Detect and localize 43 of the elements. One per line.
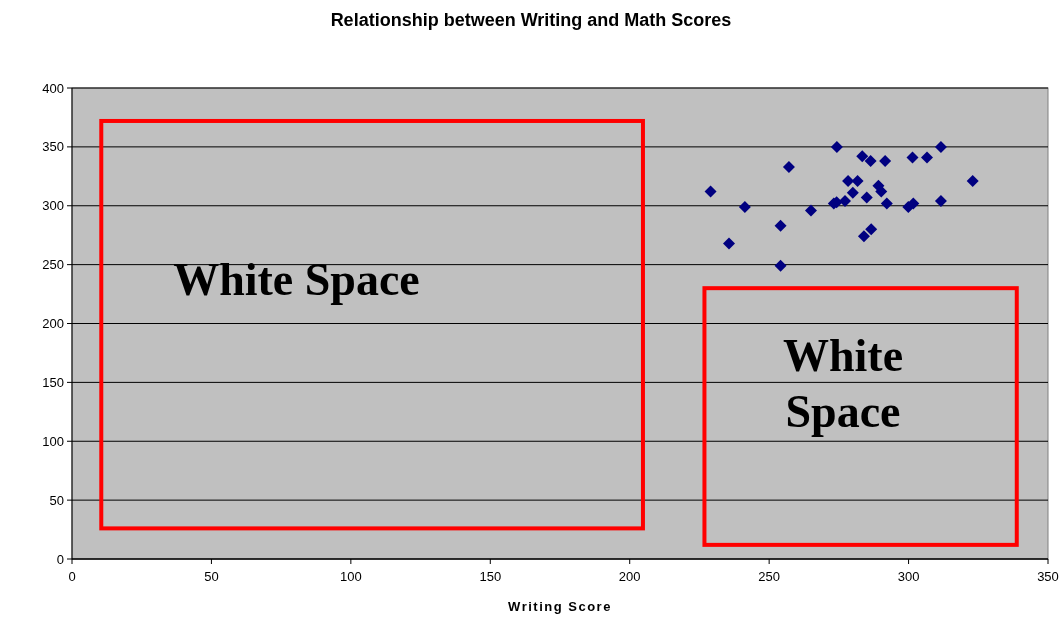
point <box>846 186 859 199</box>
point <box>966 175 979 188</box>
x-tick-label: 300 <box>897 569 920 584</box>
point <box>722 237 735 250</box>
point <box>804 204 817 217</box>
y-tick-label: 50 <box>49 492 64 508</box>
point <box>851 175 864 188</box>
chart-title: Relationship between Writing and Math Scores <box>330 10 732 30</box>
point <box>738 200 751 213</box>
x-tick-label: 100 <box>340 569 362 584</box>
point <box>774 259 787 272</box>
point <box>920 151 933 164</box>
point <box>864 155 877 168</box>
point <box>830 140 843 153</box>
point <box>880 197 893 210</box>
y-tick-label: 100 <box>42 433 64 449</box>
x-tick-label: 150 <box>479 569 502 584</box>
point <box>934 140 947 153</box>
y-tick-label: 200 <box>42 316 64 332</box>
x-tick-label: 50 <box>204 569 219 584</box>
x-axis-title: Writing Score <box>508 599 612 614</box>
y-tick-label: 0 <box>56 551 64 567</box>
y-tick-label: 250 <box>42 257 64 273</box>
x-tick-label: 350 <box>1037 569 1059 584</box>
y-tick-label: 350 <box>42 139 64 155</box>
x-tick-label: 200 <box>618 569 641 584</box>
annotation: White Space <box>782 329 904 437</box>
point <box>879 155 892 168</box>
point <box>906 151 919 164</box>
y-tick-label: 150 <box>42 374 64 390</box>
y-tick-label: 300 <box>42 198 64 214</box>
point <box>934 195 947 208</box>
point <box>774 219 787 232</box>
x-tick-label: 0 <box>68 569 76 584</box>
point <box>856 150 869 163</box>
point <box>857 230 870 243</box>
point <box>860 191 873 204</box>
point <box>865 223 878 236</box>
annotation: White Space <box>173 254 420 306</box>
x-tick-label: 250 <box>758 569 780 584</box>
point <box>782 160 795 173</box>
point <box>704 185 717 198</box>
y-tick-label: 400 <box>42 80 64 96</box>
